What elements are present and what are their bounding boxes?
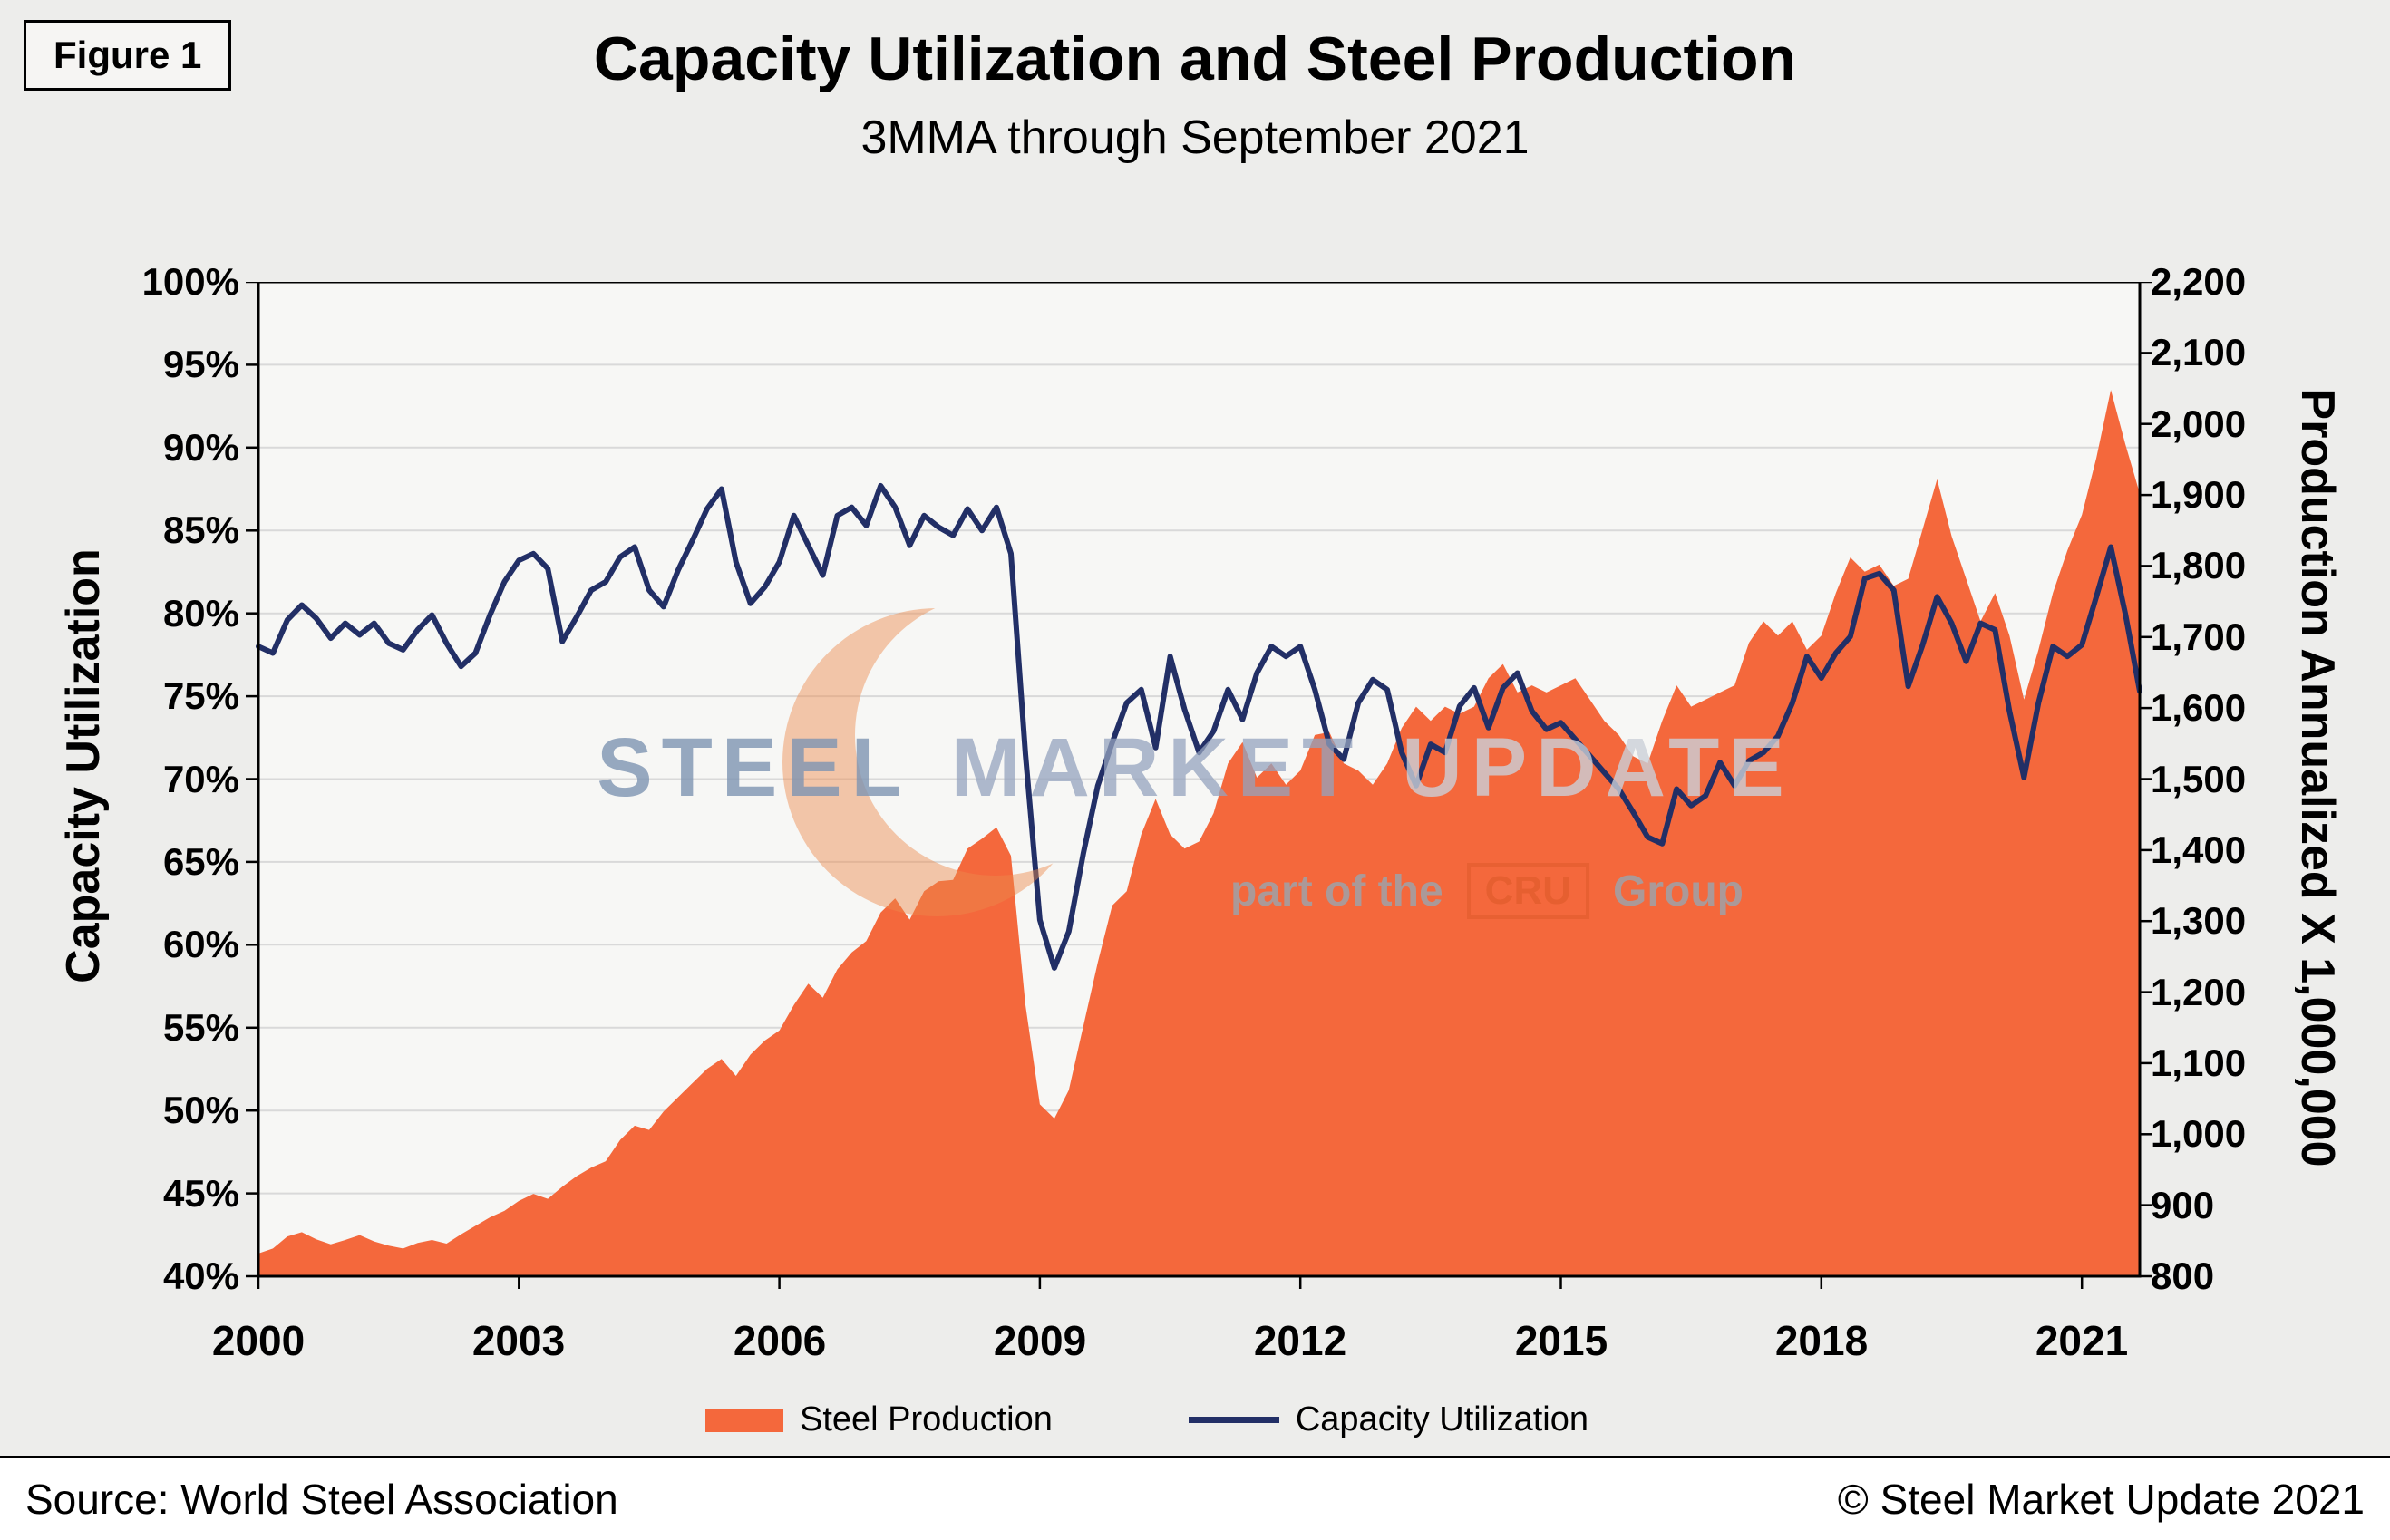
right-axis-label: 2,200 (2151, 260, 2247, 303)
left-axis-label: 65% (162, 840, 239, 883)
x-axis-label: 2018 (1774, 1317, 1869, 1364)
legend-label-steel-production: Steel Production (800, 1400, 1053, 1438)
right-axis-label: 1,000 (2151, 1112, 2247, 1155)
x-axis-label: 2021 (2035, 1317, 2129, 1364)
left-axis-label: 70% (162, 758, 239, 800)
left-axis-label: 100% (141, 260, 239, 303)
left-axis-label: 45% (162, 1172, 239, 1215)
footer: Source: World Steel Association © Steel … (0, 1456, 2390, 1540)
capacity-utilization-line (256, 482, 2142, 971)
x-axis-label: 2012 (1253, 1317, 1347, 1364)
footer-source: Source: World Steel Association (25, 1476, 618, 1523)
right-axis-label: 1,800 (2151, 544, 2247, 586)
right-axis-label: 1,900 (2151, 473, 2247, 516)
x-axis-label: 2009 (993, 1317, 1087, 1364)
right-axis-label: 1,400 (2151, 828, 2247, 871)
right-axis-label: 1,300 (2151, 899, 2247, 942)
right-axis-label: 2,000 (2151, 402, 2247, 445)
x-axis-label: 2003 (471, 1317, 566, 1364)
left-axis-label: 85% (162, 508, 239, 551)
left-axis-label: 80% (162, 592, 239, 634)
right-axis-label: 1,600 (2151, 686, 2247, 729)
left-axis-label: 55% (162, 1006, 239, 1049)
left-axis-label: 40% (162, 1254, 239, 1297)
chart-subtitle: 3MMA through September 2021 (860, 111, 1530, 164)
legend: Steel Production Capacity Utilization (0, 1400, 2294, 1439)
right-axis-label: 1,200 (2151, 971, 2247, 1013)
left-axis-label: 75% (162, 674, 239, 717)
x-axis-label: 2006 (733, 1317, 827, 1364)
right-axis-label: 1,100 (2151, 1041, 2247, 1084)
left-axis-label: 95% (162, 343, 239, 385)
watermark-moon-icon (782, 608, 1091, 916)
right-axis-label: 800 (2151, 1254, 2215, 1297)
right-axis-label: 2,100 (2151, 331, 2247, 373)
legend-item-capacity-utilization: Capacity Utilization (1188, 1400, 1588, 1439)
left-axis-label: 90% (162, 426, 239, 469)
right-axis-label: 900 (2151, 1184, 2215, 1226)
left-axis-label: 60% (162, 923, 239, 965)
legend-swatch-capacity-utilization (1188, 1417, 1279, 1423)
x-axis-label: 2015 (1514, 1317, 1608, 1364)
x-axis-label: 2000 (211, 1317, 306, 1364)
legend-swatch-steel-production (705, 1408, 783, 1432)
chart-plot (246, 282, 2152, 1289)
footer-copyright: © Steel Market Update 2021 (1837, 1476, 2365, 1523)
figure-label: Figure 1 (24, 20, 232, 91)
chart-title: Capacity Utilization and Steel Productio… (593, 24, 1797, 93)
legend-label-capacity-utilization: Capacity Utilization (1295, 1400, 1588, 1438)
steel-production-area (258, 390, 2140, 1277)
right-axis-label: 1,500 (2151, 758, 2247, 800)
right-axis-label: 1,700 (2151, 615, 2247, 658)
legend-item-steel-production: Steel Production (705, 1400, 1053, 1439)
left-axis-label: 50% (162, 1089, 239, 1131)
